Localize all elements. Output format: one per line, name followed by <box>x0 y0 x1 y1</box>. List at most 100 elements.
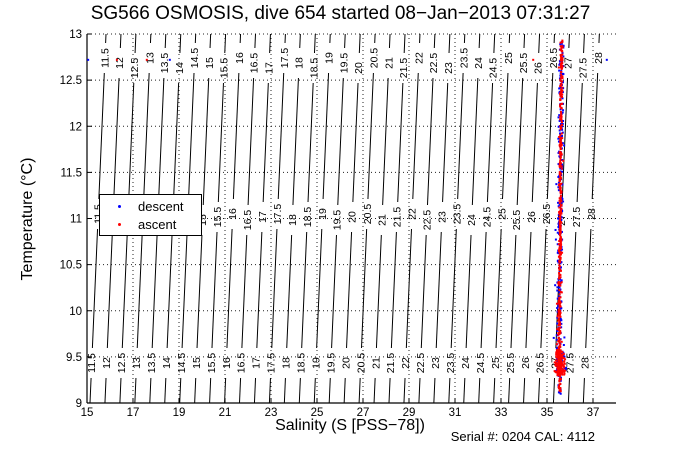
x-tick-label: 33 <box>495 407 508 419</box>
data-point <box>564 368 567 371</box>
contour-line <box>358 33 361 54</box>
data-point <box>555 338 558 341</box>
data-point <box>562 343 565 346</box>
data-point <box>558 288 561 291</box>
data-point <box>557 226 560 229</box>
data-point <box>561 128 564 131</box>
data-point <box>560 141 563 144</box>
contour-line <box>91 228 99 349</box>
contour-line <box>209 377 212 404</box>
data-point <box>557 337 560 340</box>
data-point <box>556 315 559 318</box>
contour-line <box>448 377 451 404</box>
data-point <box>560 340 563 343</box>
legend-item-descent[interactable]: descent <box>100 197 201 215</box>
contour-line <box>493 377 496 404</box>
data-point <box>558 264 561 267</box>
data-point <box>561 183 564 186</box>
data-point <box>558 345 561 348</box>
data-point <box>559 43 562 46</box>
data-point <box>560 63 563 66</box>
data-point <box>558 296 561 299</box>
data-point <box>559 228 562 231</box>
contour-line <box>292 77 299 206</box>
data-point <box>558 224 561 227</box>
contour-label: 18.5 <box>302 207 314 228</box>
data-point <box>558 172 561 175</box>
contour-line <box>457 72 464 200</box>
data-point <box>557 349 560 352</box>
data-point <box>559 349 562 352</box>
data-point <box>559 209 562 212</box>
data-point <box>561 197 564 200</box>
data-point <box>559 48 562 51</box>
contour-label: 11.5 <box>86 353 98 373</box>
data-point <box>559 330 562 333</box>
contour-label: 24.5 <box>481 207 493 228</box>
contour-line <box>188 72 195 200</box>
legend[interactable]: descent ascent <box>99 194 202 236</box>
data-point <box>559 98 562 101</box>
data-point <box>559 251 562 254</box>
contour-line <box>358 377 361 404</box>
data-point <box>558 361 561 364</box>
data-point <box>560 182 563 185</box>
data-point <box>559 72 562 75</box>
data-point <box>557 249 560 252</box>
data-point <box>558 308 561 311</box>
data-point <box>558 260 561 263</box>
contour-line <box>450 228 457 349</box>
contour-label: 23.5 <box>458 48 470 69</box>
data-point <box>560 361 563 364</box>
contour-label: 14.5 <box>189 48 201 69</box>
y-tick-label: 11.5 <box>60 167 82 179</box>
data-point <box>558 298 561 301</box>
data-point <box>554 284 557 287</box>
contour-label: 24.5 <box>488 58 500 79</box>
contour-line <box>576 82 583 203</box>
data-point <box>559 206 562 209</box>
contour-line <box>523 33 526 49</box>
data-point <box>560 132 563 135</box>
contour-line <box>397 82 404 203</box>
data-point <box>561 89 564 92</box>
contour-line <box>420 234 427 349</box>
data-point <box>560 118 563 121</box>
data-point <box>557 140 560 143</box>
y-tick-label: 10.5 <box>60 260 82 272</box>
data-point <box>559 343 562 346</box>
contour-label: 15 <box>204 57 216 69</box>
data-point <box>559 247 562 250</box>
contour-line <box>232 72 240 200</box>
data-point <box>168 58 171 61</box>
contour-label: 23.5 <box>445 353 457 374</box>
contour-line <box>224 33 227 54</box>
contour-line <box>501 72 509 200</box>
data-point <box>555 364 558 367</box>
data-point <box>532 58 535 61</box>
contour-label: 22.5 <box>415 353 427 374</box>
contour-line <box>373 377 376 404</box>
data-point <box>560 67 563 70</box>
data-point <box>563 373 566 376</box>
data-point <box>559 214 562 217</box>
data-point <box>556 310 559 313</box>
data-point <box>558 231 561 234</box>
contour-label: 25 <box>490 357 502 369</box>
data-point <box>559 226 562 229</box>
legend-item-ascent[interactable]: ascent <box>100 215 201 233</box>
data-point <box>558 286 561 289</box>
data-point <box>561 363 564 366</box>
data-point <box>559 218 562 221</box>
data-point <box>559 221 562 224</box>
data-point <box>553 361 556 364</box>
data-point <box>559 268 562 271</box>
data-point <box>558 379 561 382</box>
contour-label: 26.5 <box>535 353 547 374</box>
x-tick-label: 29 <box>403 407 416 419</box>
data-point <box>557 302 560 305</box>
contour-line <box>337 77 344 206</box>
contour-label: 11.5 <box>99 48 111 68</box>
data-point <box>561 97 564 100</box>
data-point <box>559 225 562 228</box>
